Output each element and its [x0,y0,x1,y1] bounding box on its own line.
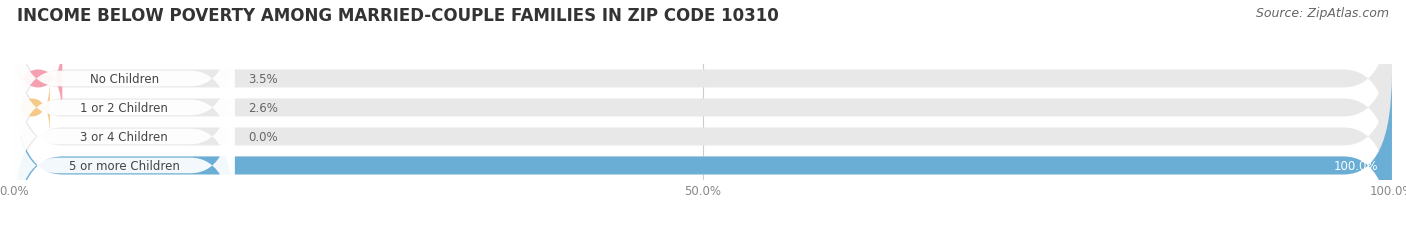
FancyBboxPatch shape [14,0,235,164]
FancyBboxPatch shape [14,74,1392,231]
Text: 3 or 4 Children: 3 or 4 Children [80,130,169,143]
Text: 0.0%: 0.0% [249,130,278,143]
Text: No Children: No Children [90,73,159,86]
FancyBboxPatch shape [14,81,235,231]
Text: 3.5%: 3.5% [249,73,278,86]
FancyBboxPatch shape [14,52,235,222]
FancyBboxPatch shape [14,23,235,193]
Text: INCOME BELOW POVERTY AMONG MARRIED-COUPLE FAMILIES IN ZIP CODE 10310: INCOME BELOW POVERTY AMONG MARRIED-COUPL… [17,7,779,25]
FancyBboxPatch shape [14,79,49,137]
FancyBboxPatch shape [14,16,1392,200]
Text: 2.6%: 2.6% [249,101,278,115]
Text: 1 or 2 Children: 1 or 2 Children [80,101,169,115]
FancyBboxPatch shape [14,74,1392,231]
FancyBboxPatch shape [14,45,1392,229]
Text: Source: ZipAtlas.com: Source: ZipAtlas.com [1256,7,1389,20]
Text: 5 or more Children: 5 or more Children [69,159,180,172]
Text: 100.0%: 100.0% [1334,159,1378,172]
FancyBboxPatch shape [14,38,62,121]
FancyBboxPatch shape [14,0,1392,171]
